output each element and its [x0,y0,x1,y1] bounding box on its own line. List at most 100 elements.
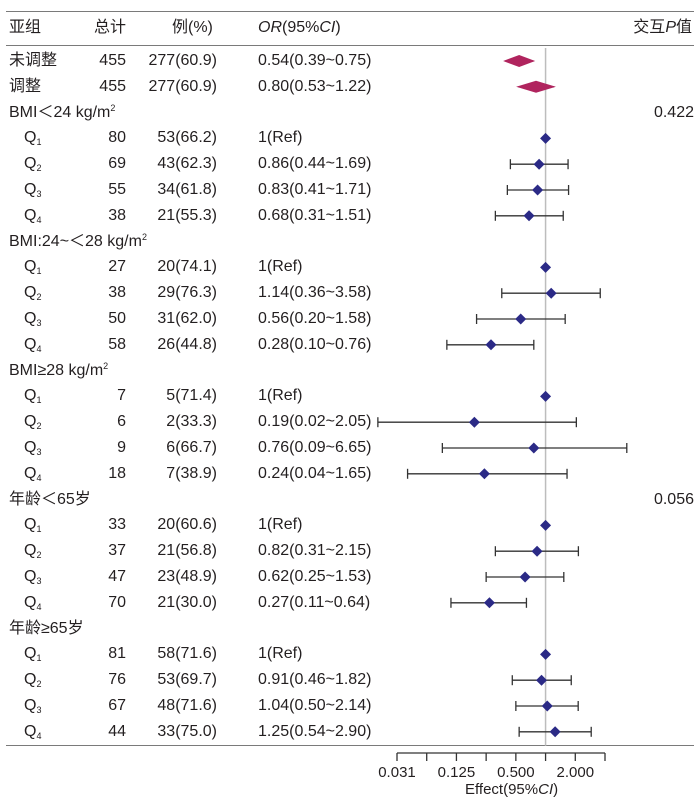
case-percent: 53(66.2) [157,129,217,147]
total-count: 33 [108,516,126,534]
quartile-letter: Q [24,593,37,611]
subgroup-heading-text: BMI≥28 kg/m [9,361,104,379]
quartile-letter: Q [24,206,37,224]
total-count: 55 [108,181,126,198]
quartile-subscript: 4 [36,343,42,354]
quartile-label: Q4 [24,335,41,355]
quartile-label: Q2 [24,283,41,303]
total-count: 70 [108,593,126,611]
quartile-letter: Q [24,413,37,431]
quartile-subscript: 4 [36,214,42,225]
or-ci-text: 1.14(0.36~3.58) [258,284,372,302]
header-cases: 例(%) [172,19,213,36]
case-percent: 31(62.0) [157,310,217,327]
header-or: OR(95%CI) [258,18,341,38]
quartile-label: Q1 [24,644,41,664]
subgroup-heading: 年龄≥65岁 [9,619,84,639]
quartile-label: Q2 [24,670,41,690]
quartile-subscript: 2 [36,421,42,432]
header-or-rest-b: ) [335,19,341,36]
quartile-label: Q3 [24,180,41,200]
quartile-label: Q4 [24,722,41,742]
total-count: 80 [108,129,126,147]
total-count: 44 [108,722,126,740]
unit-superscript: 2 [103,360,109,371]
quartile-label: Q3 [24,309,41,329]
x-axis-label-suffix: ) [553,781,559,798]
subgroup-heading-text: BMI＜24 kg/m [9,103,111,121]
quartile-label: Q4 [24,206,41,226]
quartile-subscript: 3 [36,189,42,199]
effect-point [528,442,540,454]
or-ci-text: 1(Ref) [258,645,303,663]
or-ci-text: 0.91(0.46~1.82) [258,671,372,689]
interaction-p-value: 0.422 [653,103,694,121]
unit-superscript: 2 [141,231,147,242]
total-count: 69 [108,155,126,173]
quartile-letter: Q [24,181,37,198]
effect-point [540,648,552,660]
subgroup-heading: 年龄＜65岁 [9,490,91,510]
quartile-letter: Q [24,568,37,585]
quartile-label: Q3 [24,438,41,458]
quartile-label: Q2 [24,541,41,561]
or-ci-text: 1(Ref) [258,516,303,534]
case-percent: 26(44.8) [157,335,217,353]
x-axis-label: Effect(95%CI) [465,781,558,799]
total-count: 455 [99,52,126,69]
effect-point [515,313,527,325]
x-tick-label: 0.500 [497,764,535,781]
quartile-letter: Q [24,155,37,173]
quartile-letter: Q [24,129,37,147]
or-ci-text: 0.24(0.04~1.65) [258,464,372,482]
case-percent: 277(60.9) [148,52,218,69]
quartile-subscript: 3 [36,447,42,457]
total-count: 6 [117,413,126,431]
or-ci-text: 0.76(0.09~6.65) [258,439,372,456]
overall-label: 调整 [9,77,42,95]
quartile-label: Q1 [24,386,41,406]
quartile-subscript: 1 [36,653,42,664]
quartile-subscript: 1 [36,524,42,535]
or-ci-text: 0.62(0.25~1.53) [258,568,372,585]
quartile-letter: Q [24,310,37,327]
case-percent: 43(62.3) [157,155,217,173]
header-p-italic: P [665,19,676,36]
quartile-subscript: 4 [36,601,42,612]
case-percent: 21(56.8) [157,542,217,560]
quartile-subscript: 2 [36,292,42,303]
unit-superscript: 2 [110,102,116,113]
case-percent: 48(71.6) [157,697,217,714]
header-or-rest-a: (95% [282,19,320,36]
effect-point [533,158,545,170]
effect-point [531,545,543,557]
effect-point [485,339,497,351]
quartile-subscript: 3 [36,576,42,586]
quartile-subscript: 2 [36,163,42,174]
total-count: 38 [108,206,126,224]
quartile-letter: Q [24,335,37,353]
quartile-subscript: 1 [36,395,42,406]
or-ci-text: 0.68(0.31~1.51) [258,206,372,224]
quartile-letter: Q [24,284,37,302]
x-axis-label-prefix: Effect(95% [465,781,539,798]
x-axis-label-italic: CI [538,781,554,798]
interaction-p-value: 0.056 [653,490,694,508]
total-count: 37 [108,542,126,560]
subgroup-heading: BMI:24~＜28 kg/m2 [9,232,147,252]
header-or-ci-italic: CI [319,19,336,36]
or-ci-text: 1.25(0.54~2.90) [258,722,372,740]
case-percent: 53(69.7) [157,671,217,689]
effect-point [540,261,552,273]
header-or-italic: OR [258,19,282,36]
quartile-subscript: 3 [36,318,42,328]
quartile-letter: Q [24,464,37,482]
effect-point [540,132,552,144]
quartile-subscript: 4 [36,472,42,483]
or-ci-text: 0.27(0.11~0.64) [258,593,371,611]
effect-point [549,726,561,738]
case-percent: 34(61.8) [157,181,217,198]
case-percent: 21(30.0) [157,593,217,611]
